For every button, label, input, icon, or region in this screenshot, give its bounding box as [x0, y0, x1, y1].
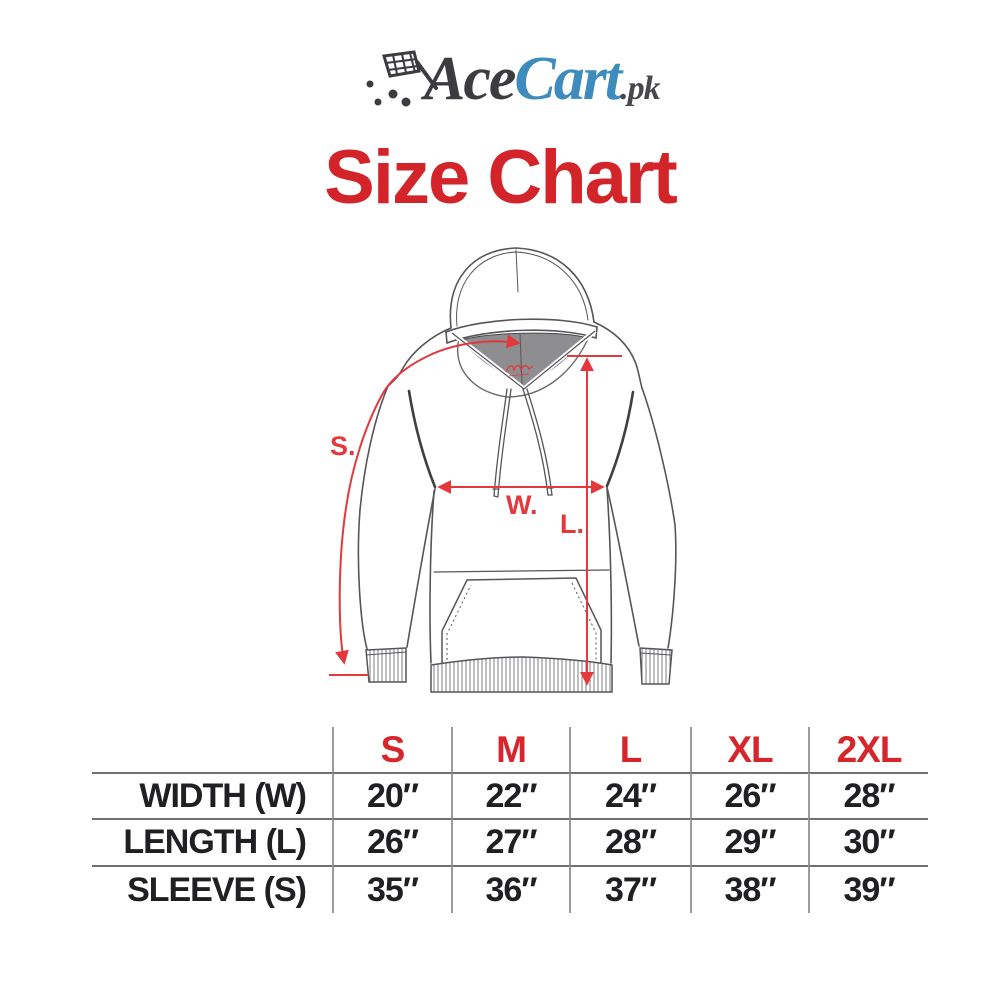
- sleeve-value-2xl: 39″: [808, 865, 928, 913]
- column-header-2xl: 2XL: [808, 727, 928, 772]
- sleeve-value-l: 37″: [569, 865, 690, 913]
- brand-domain-suffix: .pk: [620, 70, 660, 107]
- shopping-cart-icon: [366, 50, 438, 107]
- row-label-length: LENGTH (L): [92, 818, 332, 865]
- length-value-s: 26″: [332, 818, 451, 865]
- width-value-xl: 26″: [690, 772, 808, 818]
- measurement-annotations: S. W. L.: [329, 334, 622, 686]
- width-value-l: 24″: [569, 772, 690, 818]
- length-value-l: 28″: [569, 818, 690, 865]
- column-header-s: S: [332, 727, 451, 772]
- table-corner-cell: [92, 727, 332, 772]
- brand-wordmark: AceCart.pk: [424, 45, 661, 126]
- width-value-2xl: 28″: [808, 772, 928, 818]
- drawstrings: [492, 388, 554, 498]
- width-value-s: 20″: [332, 772, 451, 818]
- kangaroo-pocket: [441, 577, 602, 663]
- hoodie-measurement-diagram: S. W. L.: [329, 247, 677, 693]
- length-label: L.: [560, 509, 584, 539]
- column-header-m: M: [451, 727, 569, 772]
- length-value-xl: 29″: [690, 818, 808, 865]
- sleeve-value-s: 35″: [332, 865, 451, 913]
- row-label-width: WIDTH (W): [92, 772, 332, 818]
- width-label: W.: [506, 490, 538, 520]
- sleeve-label: S.: [330, 431, 356, 461]
- sleeve-value-xl: 38″: [690, 865, 808, 913]
- size-table: S M L XL 2XL WIDTH (W) 20″ 22″ 24″ 26″ 2…: [92, 727, 928, 913]
- sleeve-value-m: 36″: [451, 865, 569, 913]
- column-header-l: L: [569, 727, 690, 772]
- page-title: Size Chart: [324, 135, 678, 220]
- sleeve-line: [335, 334, 521, 665]
- length-value-m: 27″: [451, 818, 569, 865]
- length-value-2xl: 30″: [808, 818, 928, 865]
- column-header-xl: XL: [690, 727, 808, 772]
- width-value-m: 22″: [451, 772, 569, 818]
- row-label-sleeve: SLEEVE (S): [92, 865, 332, 913]
- brand-name-primary: Ace: [424, 45, 516, 113]
- brand-name-secondary: Cart: [514, 45, 622, 113]
